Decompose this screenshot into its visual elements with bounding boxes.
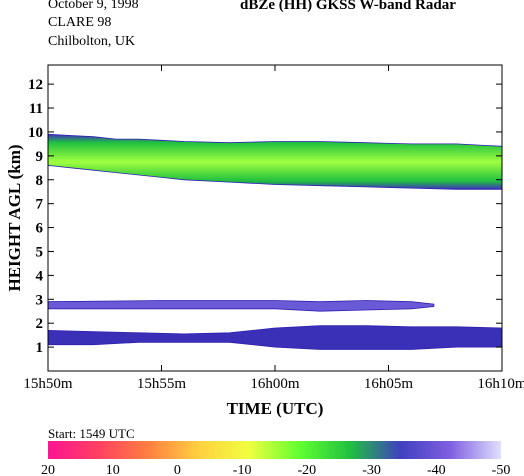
colorbar [48,441,501,459]
echo-layers [47,133,503,350]
x-tick-label: 16h10m [477,376,524,392]
colorbar-tick-label: -20 [298,463,317,476]
echo-layer-3 [47,325,503,350]
y-tick-label: 1 [36,340,44,356]
y-tick-label: 10 [28,125,43,141]
y-tick-label: 6 [36,221,44,237]
campaign-label: CLARE 98 [48,15,112,30]
date-label: October 9, 1998 [48,0,139,12]
x-tick-label: 15h55m [137,376,187,392]
plot-frame [47,64,503,372]
colorbar-tick-label: -10 [233,463,252,476]
y-tick-label: 9 [36,149,44,165]
start-time-label: Start: 1549 UTC [48,426,135,441]
x-tick-label: 15h50m [23,376,73,392]
colorbar-tick-label: 10 [106,463,120,476]
y-tick-label: 11 [29,101,43,117]
colorbar-tick-label: 20 [41,463,55,476]
y-tick-label: 5 [36,244,44,260]
x-axis: 15h50m 15h55m 16h00m 16h05m 16h10m [23,65,524,392]
y-tick-label: 8 [36,173,44,189]
y-tick-label: 7 [36,197,44,213]
site-label: Chilbolton, UK [48,34,136,49]
y-tick-label: 12 [28,77,43,93]
y-tick-label: 4 [36,268,44,284]
colorbar-tick-label: 0 [174,463,181,476]
echo-layer-2 [47,300,435,312]
colorbar-ticks: 20 10 0 -10 -20 -30 -40 -50 [41,463,510,476]
x-tick-label: 16h05m [364,376,414,392]
x-tick-label: 16h00m [250,376,300,392]
echo-layer-1 [47,133,503,190]
colorbar-tick-label: -30 [362,463,381,476]
y-tick-label: 3 [36,292,44,308]
y-axis-label: HEIGHT AGL (km) [5,144,24,291]
colorbar-tick-label: -40 [427,463,446,476]
chart-title: dBZe (HH) GKSS W-band Radar [240,0,456,13]
y-tick-label: 2 [36,316,44,332]
colorbar-tick-label: -50 [492,463,511,476]
x-axis-label: TIME (UTC) [227,399,324,418]
